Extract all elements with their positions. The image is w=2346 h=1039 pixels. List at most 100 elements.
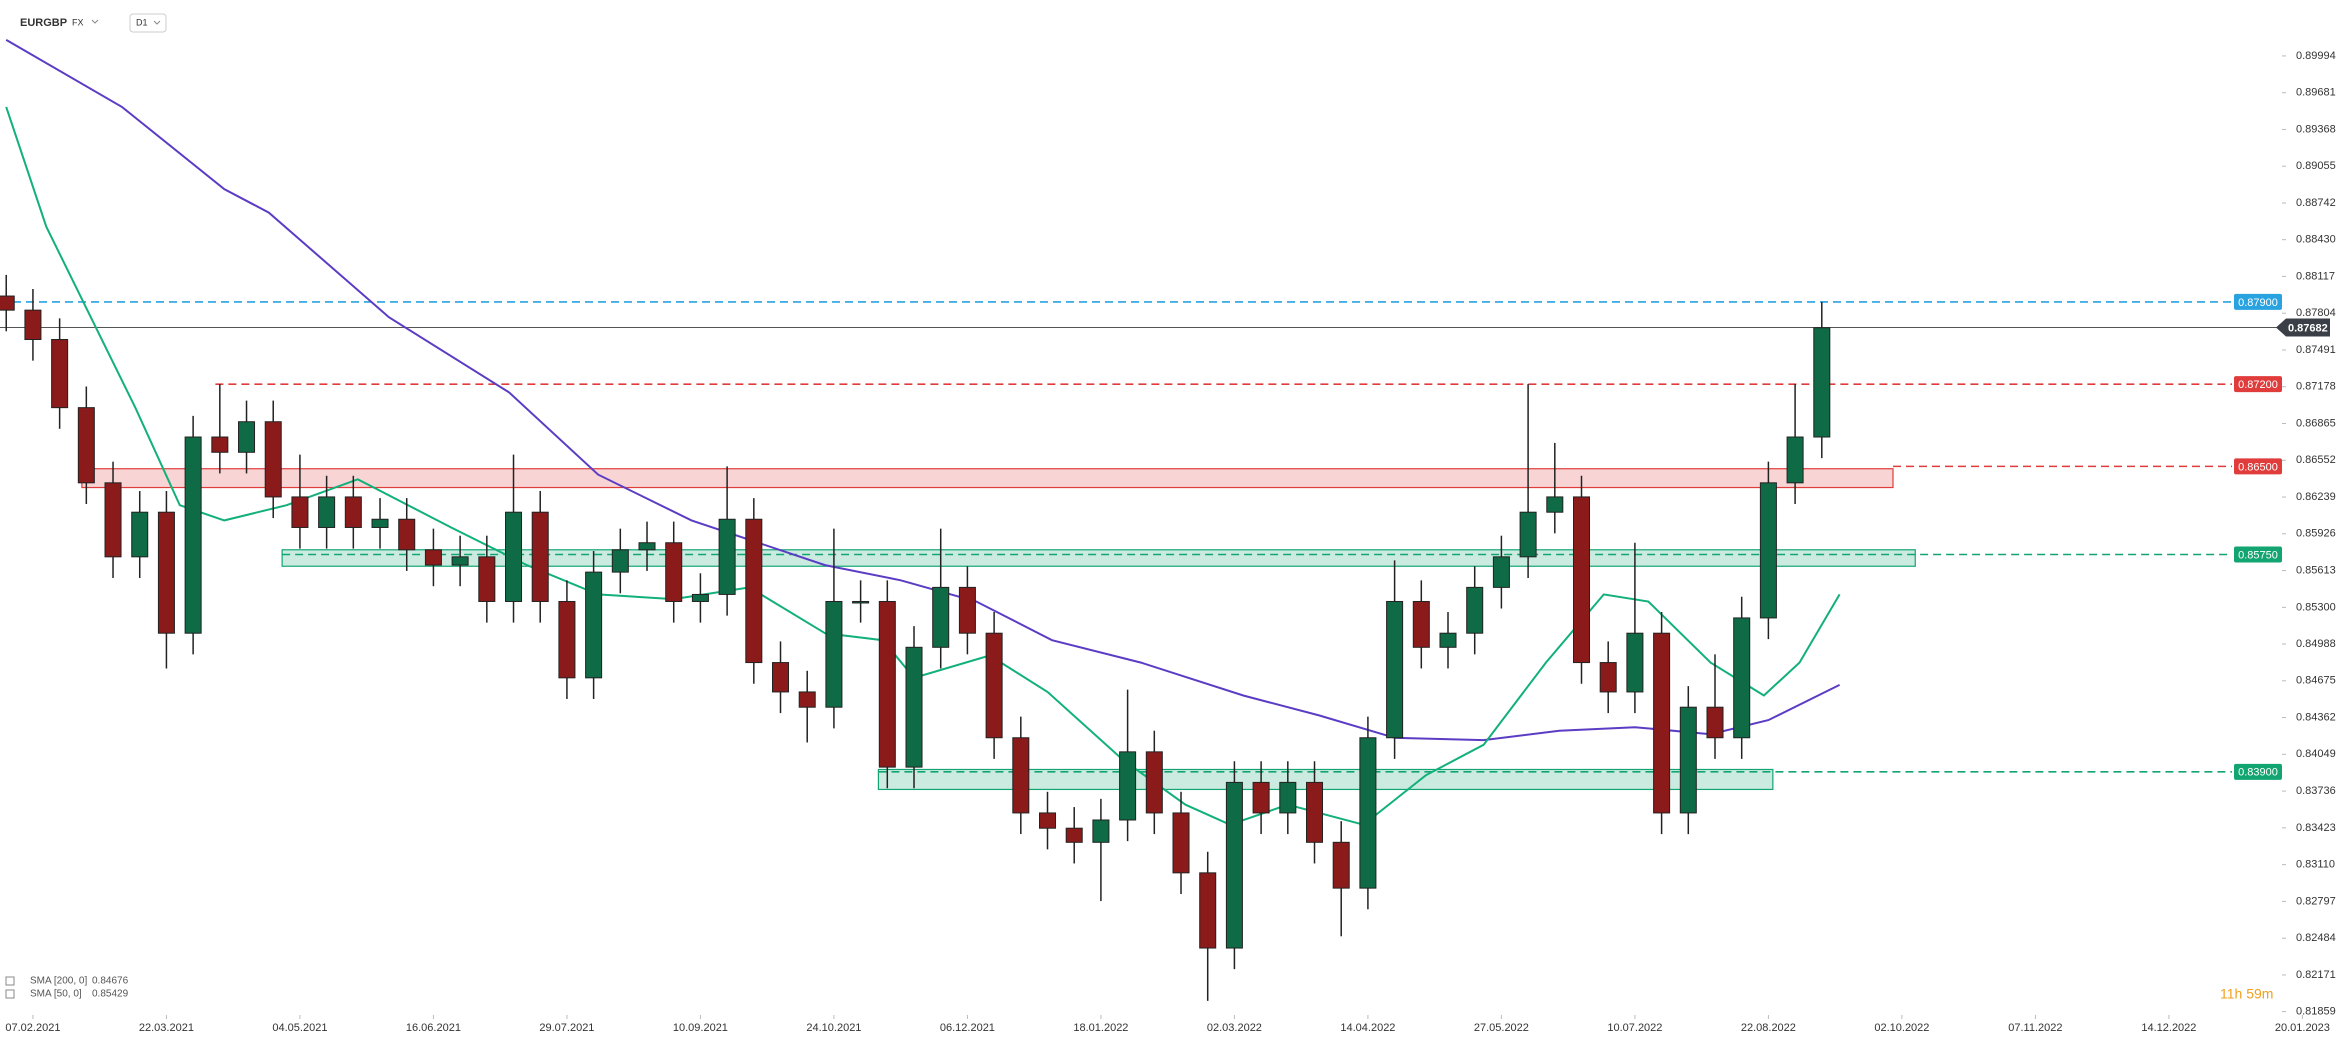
candle-body — [1519, 511, 1537, 558]
candle-body — [1172, 812, 1190, 874]
level-label-bg — [2234, 376, 2282, 393]
interval-box[interactable] — [129, 13, 167, 33]
candle-body — [1305, 781, 1324, 843]
candle-body — [318, 496, 336, 528]
candle-body — [51, 339, 69, 409]
candle-body — [1065, 827, 1083, 843]
y-tick-label: 0.82171 — [2296, 969, 2336, 981]
x-tick-label: 22.08.2022 — [1741, 1022, 1796, 1034]
level-label: 0.83900 — [2238, 767, 2278, 779]
candle-body — [878, 600, 896, 768]
y-tick-label: 0.81859 — [2296, 1005, 2336, 1017]
candle-body — [157, 511, 175, 634]
y-tick-label: 0.85926 — [2296, 528, 2336, 540]
interval[interactable]: D1 — [136, 17, 148, 27]
x-tick-label: 02.10.2022 — [1874, 1022, 1929, 1034]
y-tick-label: 0.88742 — [2296, 197, 2336, 209]
y-tick-label: 0.83736 — [2296, 785, 2336, 797]
candle-body — [131, 511, 149, 558]
x-tick-label: 06.12.2021 — [940, 1022, 995, 1034]
y-tick-label: 0.84049 — [2296, 748, 2336, 760]
timer: 11h 59m — [2220, 986, 2273, 1002]
candle-body — [638, 542, 656, 551]
candle-body — [1572, 496, 1591, 664]
zone — [877, 768, 1774, 791]
x-tick-label: 10.09.2021 — [673, 1022, 728, 1034]
legend-value: 0.85429 — [92, 989, 129, 1000]
candle-body — [424, 549, 442, 566]
candle-body — [531, 511, 549, 602]
candle-body — [398, 518, 416, 551]
y-tick-label: 0.87491 — [2296, 344, 2336, 356]
y-tick-label: 0.87804 — [2296, 307, 2336, 319]
y-tick-label: 0.88117 — [2296, 270, 2335, 282]
x-tick-label: 27.05.2022 — [1474, 1022, 1529, 1034]
candle-body — [932, 586, 950, 648]
y-tick-label: 0.84988 — [2296, 638, 2336, 650]
candle-body — [1626, 632, 1644, 693]
candle-body — [291, 496, 309, 528]
y-tick-label: 0.89368 — [2296, 123, 2336, 135]
candle-body — [1145, 751, 1163, 814]
candle-body — [1466, 586, 1484, 634]
candle-body — [718, 518, 736, 595]
market[interactable]: FX — [72, 17, 84, 27]
x-tick-label: 10.07.2022 — [1607, 1022, 1662, 1034]
level-label-bg — [2234, 546, 2282, 563]
candle-body — [1733, 617, 1751, 739]
candle-body — [798, 691, 816, 708]
candle-body — [611, 549, 629, 573]
current-price-label: 0.87682 — [2288, 322, 2328, 334]
candle-body — [1599, 662, 1617, 693]
candle-body — [0, 295, 15, 311]
market-dropdown[interactable] — [91, 19, 99, 24]
candle-body — [772, 662, 790, 693]
x-tick-label: 18.01.2022 — [1073, 1022, 1128, 1034]
x-tick-label: 04.05.2021 — [272, 1022, 327, 1034]
y-tick-label: 0.83423 — [2296, 822, 2336, 834]
legend-value: 0.84676 — [92, 976, 129, 987]
candle-body — [1786, 436, 1804, 484]
candle-body — [691, 593, 709, 602]
y-tick-label: 0.87178 — [2296, 381, 2336, 393]
candle-body — [451, 556, 469, 566]
y-tick-label: 0.84675 — [2296, 675, 2336, 687]
candle-body — [905, 646, 923, 768]
candle-body — [238, 421, 256, 453]
candle-body — [1492, 556, 1510, 588]
y-tick-label: 0.82484 — [2296, 932, 2336, 944]
candle-body — [1092, 819, 1110, 843]
candle-body — [585, 571, 603, 679]
candle-body — [1332, 841, 1350, 889]
candle-body — [985, 632, 1003, 739]
candle-body — [1706, 706, 1724, 739]
candle-body — [371, 518, 389, 528]
candle-body — [505, 511, 523, 602]
candle-body — [478, 556, 496, 602]
candle-body — [1386, 600, 1404, 739]
candle-body — [1546, 496, 1564, 513]
x-tick-label: 20.01.2023 — [2275, 1022, 2330, 1034]
candle-body — [104, 482, 122, 558]
y-tick-label: 0.86552 — [2296, 454, 2336, 466]
candle-body — [1439, 632, 1457, 648]
candle-body — [77, 407, 95, 484]
x-tick-label: 29.07.2021 — [539, 1022, 594, 1034]
candle-body — [184, 436, 202, 634]
candle-body — [1653, 632, 1671, 814]
candle-body — [1225, 781, 1243, 949]
candle-body — [825, 600, 843, 708]
candle-body — [1119, 751, 1137, 821]
y-tick-label: 0.88430 — [2296, 234, 2336, 246]
candle-body — [24, 309, 42, 341]
candle-body — [1279, 781, 1297, 814]
interval-dropdown[interactable] — [153, 20, 161, 25]
candle-body — [1679, 706, 1697, 814]
legend-name: SMA [50, 0] — [30, 989, 82, 1000]
level-label-bg — [2234, 293, 2282, 310]
level-label-bg — [2234, 458, 2282, 475]
level-label: 0.87200 — [2238, 379, 2278, 391]
candle-body — [1199, 872, 1217, 949]
candle-body — [1252, 781, 1270, 814]
y-tick-label: 0.85300 — [2296, 601, 2336, 613]
